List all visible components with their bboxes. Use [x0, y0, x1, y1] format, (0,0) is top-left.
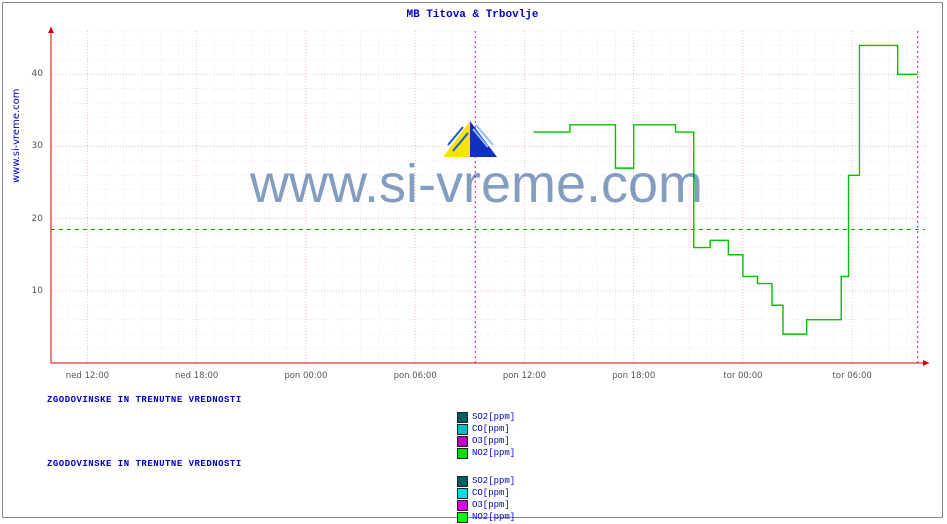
- x-tick-label: pon 12:00: [503, 371, 546, 381]
- legend-items: SO2[ppm]CO[ppm]O3[ppm]NO2[ppm]: [387, 475, 587, 524]
- legend-item-label: O3[ppm]: [472, 499, 510, 511]
- legend-item: NO2[ppm]: [387, 447, 587, 459]
- legend-item: SO2[ppm]: [387, 411, 587, 423]
- legend-title: ZGODOVINSKE IN TRENUTNE VREDNOSTI: [47, 459, 937, 469]
- legend-swatch: [457, 424, 468, 435]
- plot-area: [45, 25, 933, 367]
- y-axis-side-label: www.si-vreme.com: [11, 88, 22, 183]
- legend-item-label: CO[ppm]: [472, 487, 510, 499]
- legend-swatch: [457, 412, 468, 423]
- y-axis-labels: 10 20 30 40: [23, 25, 43, 367]
- legend-title: ZGODOVINSKE IN TRENUTNE VREDNOSTI: [47, 395, 937, 405]
- x-tick-label: tor 00:00: [723, 371, 762, 381]
- x-tick-label: ned 12:00: [66, 371, 109, 381]
- x-axis-labels: ned 12:00 ned 18:00 pon 00:00 pon 06:00 pon …: [45, 371, 933, 385]
- legend-item: O3[ppm]: [387, 499, 587, 511]
- chart-title: MB Titova & Trbovlje: [3, 9, 942, 21]
- y-tick-label: 20: [32, 214, 43, 224]
- legend-item: CO[ppm]: [387, 423, 587, 435]
- watermark-icon: [443, 121, 497, 157]
- legend-swatch: [457, 500, 468, 511]
- y-tick-label: 30: [32, 141, 43, 151]
- legend-item-label: SO2[ppm]: [472, 475, 515, 487]
- legend-swatch: [457, 476, 468, 487]
- x-tick-label: pon 00:00: [284, 371, 327, 381]
- x-tick-label: pon 06:00: [394, 371, 437, 381]
- legend-item: O3[ppm]: [387, 435, 587, 447]
- legend-item-label: NO2[ppm]: [472, 447, 515, 459]
- legend-items: SO2[ppm]CO[ppm]O3[ppm]NO2[ppm]: [387, 411, 587, 460]
- legend-swatch: [457, 436, 468, 447]
- legend-swatch: [457, 488, 468, 499]
- legend-swatch: [457, 512, 468, 523]
- legend-item-label: SO2[ppm]: [472, 411, 515, 423]
- legend-item: CO[ppm]: [387, 487, 587, 499]
- y-tick-label: 40: [32, 69, 43, 79]
- legend-item-label: O3[ppm]: [472, 435, 510, 447]
- legend-item: SO2[ppm]: [387, 475, 587, 487]
- legend-swatch: [457, 448, 468, 459]
- legend-item-label: CO[ppm]: [472, 423, 510, 435]
- x-tick-label: tor 06:00: [833, 371, 872, 381]
- legend-block: ZGODOVINSKE IN TRENUTNE VREDNOSTI SO2[ppm…: [47, 395, 937, 460]
- y-tick-label: 10: [32, 286, 43, 296]
- legend-block: ZGODOVINSKE IN TRENUTNE VREDNOSTI SO2[ppm…: [47, 459, 937, 524]
- x-tick-label: pon 18:00: [612, 371, 655, 381]
- x-tick-label: ned 18:00: [175, 371, 218, 381]
- chart-frame: www.si-vreme.com MB Titova & Trbovlje 10…: [2, 2, 943, 518]
